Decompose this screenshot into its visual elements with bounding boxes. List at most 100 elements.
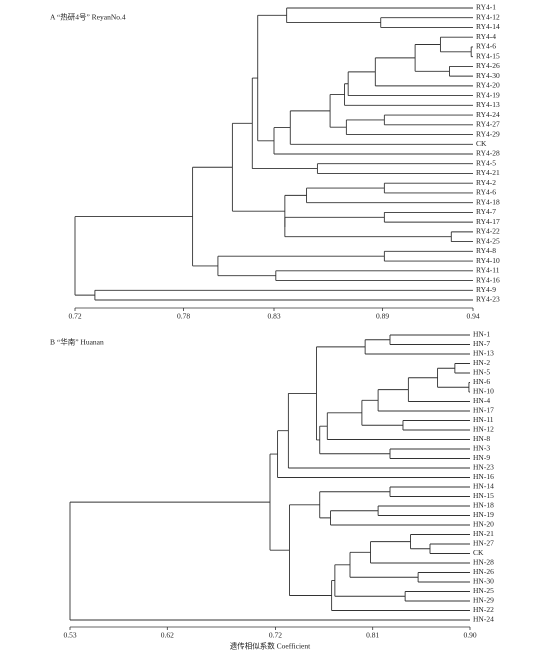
leaf-label: HN-29 (473, 596, 494, 605)
leaf-label: HN-1 (473, 330, 490, 339)
leaf-label: RY4-30 (476, 71, 500, 80)
leaf-label: RY4-15 (476, 51, 500, 60)
x-tick-label: 0.53 (63, 631, 76, 640)
leaf-label: RY4-4 (476, 32, 496, 41)
leaf-label: HN-7 (473, 339, 490, 348)
cluster-link (289, 110, 473, 145)
x-tick-label: 0.72 (269, 631, 282, 640)
cluster-link (331, 580, 470, 611)
x-tick-label: 0.62 (161, 631, 174, 640)
cluster-link (383, 211, 473, 223)
leaf-label: RY4-10 (476, 256, 500, 265)
leaf-label: RY4-6 (476, 42, 496, 51)
cluster-link (402, 420, 470, 431)
leaf-label: RY4-8 (476, 246, 496, 255)
cluster-link (364, 339, 470, 355)
leaf-label: RY4-24 (476, 110, 500, 119)
cluster-link (449, 65, 473, 77)
leaf-label: HN-3 (473, 444, 490, 453)
cluster-link (345, 119, 473, 135)
cluster-link (344, 83, 473, 106)
leaf-label: HN-9 (473, 453, 490, 462)
leaf-label: RY4-13 (476, 100, 500, 109)
x-tick-label: 0.72 (68, 312, 81, 321)
cluster-link (389, 486, 470, 497)
leaf-label: HN-20 (473, 520, 494, 529)
leaf-label: HN-14 (473, 482, 494, 491)
leaf-label: HN-26 (473, 567, 494, 576)
cluster-link (94, 289, 473, 301)
x-tick-label: 0.89 (376, 312, 389, 321)
leaf-label: HN-11 (473, 415, 494, 424)
leaf-label: HN-16 (473, 472, 494, 481)
cluster-link (407, 377, 470, 402)
leaf-label: HN-27 (473, 539, 494, 548)
leaf-label: RY4-16 (476, 275, 500, 284)
cluster-link (439, 36, 473, 53)
leaf-label: HN-23 (473, 463, 494, 472)
leaf-label: HN-6 (473, 377, 490, 386)
leaf-label: RY4-11 (476, 266, 500, 275)
x-tick-label: 0.78 (177, 312, 190, 321)
leaf-label: RY4-25 (476, 236, 500, 245)
panel-title: B “华南” Huanan (50, 337, 104, 347)
cluster-link (468, 382, 470, 393)
leaf-label: RY4-20 (476, 81, 500, 90)
leaf-label: HN-28 (473, 558, 494, 567)
cluster-link (319, 491, 390, 519)
leaf-label: RY4-19 (476, 90, 500, 99)
leaf-label: HN-17 (473, 406, 494, 415)
cluster-link (74, 216, 193, 296)
cluster-link (334, 564, 406, 597)
leaf-label: RY4-9 (476, 285, 496, 294)
leaf-label: RY4-2 (476, 178, 496, 187)
cluster-link (450, 231, 473, 243)
cluster-link (284, 216, 452, 238)
cluster-link (289, 504, 332, 596)
leaf-label: RY4-27 (476, 120, 500, 129)
cluster-link (410, 534, 470, 550)
cluster-link (383, 114, 473, 126)
leaf-label: HN-22 (473, 605, 494, 614)
cluster-link (414, 44, 450, 72)
cluster-link (404, 591, 470, 602)
cluster-link (257, 14, 287, 142)
leaf-label: HN-21 (473, 529, 494, 538)
cluster-link (217, 255, 385, 277)
leaf-label: RY4-18 (476, 197, 500, 206)
cluster-link (437, 367, 469, 388)
cluster-link (389, 334, 470, 345)
cluster-link (349, 551, 419, 578)
leaf-label: RY4-29 (476, 129, 500, 138)
leaf-label: RY4-22 (476, 227, 500, 236)
leaf-label: HN-25 (473, 586, 494, 595)
cluster-link (275, 270, 473, 281)
leaf-label: HN-2 (473, 358, 490, 367)
leaf-label: HN-8 (473, 434, 490, 443)
cluster-link (383, 182, 473, 194)
leaf-label: HN-18 (473, 501, 494, 510)
leaf-label: HN-12 (473, 425, 494, 434)
cluster-link (454, 363, 470, 374)
cluster-link (330, 510, 470, 526)
leaf-label: RY4-5 (476, 158, 496, 167)
leaf-label: RY4-23 (476, 295, 500, 304)
leaf-label: RY4-14 (476, 22, 500, 31)
x-tick-label: 0.81 (366, 631, 379, 640)
cluster-link (277, 430, 470, 478)
panel-title: A “热研4号” ReyanNo.4 (50, 12, 126, 22)
cluster-link (286, 7, 473, 24)
cluster-link (273, 127, 473, 155)
cluster-link (269, 453, 290, 551)
cluster-link (192, 166, 233, 267)
cluster-link (470, 46, 473, 58)
cluster-link (329, 94, 347, 128)
leaf-label: RY4-7 (476, 207, 496, 216)
cluster-link (284, 194, 307, 227)
x-tick-label: 0.90 (463, 631, 476, 640)
leaf-label: HN-10 (473, 387, 494, 396)
leaf-label: HN-19 (473, 510, 494, 519)
leaf-label: HN-30 (473, 577, 494, 586)
cluster-link (69, 501, 470, 621)
